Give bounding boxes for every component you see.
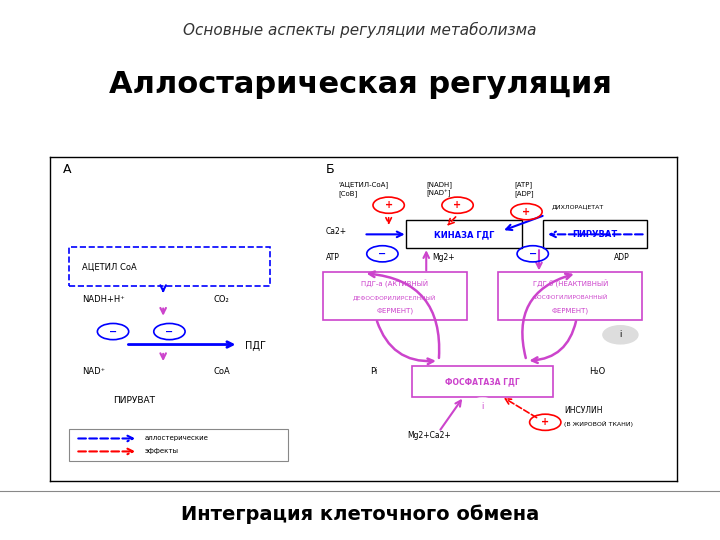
Text: [CoB]: [CoB] xyxy=(338,191,358,197)
Text: H₂O: H₂O xyxy=(589,367,606,376)
Text: −: − xyxy=(378,249,387,259)
Text: ATP: ATP xyxy=(326,253,340,262)
Text: ADP: ADP xyxy=(614,253,630,262)
Text: ПИРУВАТ: ПИРУВАТ xyxy=(113,396,155,405)
Text: +: + xyxy=(523,207,531,217)
Text: Аллостарическая регуляция: Аллостарическая регуляция xyxy=(109,70,611,99)
Text: −: − xyxy=(109,327,117,336)
Text: Основные аспекты регуляции метаболизма: Основные аспекты регуляции метаболизма xyxy=(184,22,536,38)
Text: Б: Б xyxy=(326,163,335,176)
Text: Pi: Pi xyxy=(370,367,377,376)
Text: ГДГ б (НЕАКТИВНЫЙ: ГДГ б (НЕАКТИВНЫЙ xyxy=(533,280,608,288)
Text: CoA: CoA xyxy=(213,367,230,376)
Text: i: i xyxy=(619,330,621,339)
Circle shape xyxy=(603,326,638,344)
Text: +: + xyxy=(454,200,462,210)
Text: Ca2+: Ca2+ xyxy=(326,227,347,235)
FancyBboxPatch shape xyxy=(544,220,647,248)
Text: ПИРУВАТ: ПИРУВАТ xyxy=(572,230,618,239)
Text: Mg2+Ca2+: Mg2+Ca2+ xyxy=(408,431,451,441)
Text: АЦЕТИЛ CoA: АЦЕТИЛ CoA xyxy=(82,262,137,271)
Text: −: − xyxy=(166,327,174,336)
Text: [ATP]: [ATP] xyxy=(514,181,532,187)
FancyBboxPatch shape xyxy=(405,220,522,248)
Text: ФЕРМЕНТ): ФЕРМЕНТ) xyxy=(552,307,589,314)
Text: [NAD⁺]: [NAD⁺] xyxy=(426,190,451,197)
Text: [NADH]: [NADH] xyxy=(426,181,452,187)
Text: аллостерические: аллостерические xyxy=(145,435,208,442)
Text: ДЕФОСФОРИЛИРСЕЛННЫЙ: ДЕФОСФОРИЛИРСЕЛННЫЙ xyxy=(354,294,436,300)
Text: ФОСФАТАЗА ГДГ: ФОСФАТАЗА ГДГ xyxy=(445,377,520,386)
Text: ФЕРМЕНТ): ФЕРМЕНТ) xyxy=(377,307,413,314)
Text: NADH+H⁺: NADH+H⁺ xyxy=(82,295,125,305)
Text: А: А xyxy=(63,163,71,176)
Text: ПДГ-а (АКТИВНЫЙ: ПДГ-а (АКТИВНЫЙ xyxy=(361,280,428,288)
Text: Mg2+: Mg2+ xyxy=(433,253,455,262)
FancyBboxPatch shape xyxy=(498,272,642,320)
Text: −: − xyxy=(528,249,537,259)
Text: ПДГ: ПДГ xyxy=(245,341,266,351)
Text: CO₂: CO₂ xyxy=(213,295,229,305)
Text: КИНАЗА ГДГ: КИНАЗА ГДГ xyxy=(433,230,494,239)
Text: +: + xyxy=(384,200,392,210)
Text: [ADP]: [ADP] xyxy=(514,191,534,197)
Text: 'АЦЕТИЛ-CoA]: 'АЦЕТИЛ-CoA] xyxy=(338,181,389,187)
Text: эффекты: эффекты xyxy=(145,448,179,455)
Text: ДИХЛОРАЦЕТАТ: ДИХЛОРАЦЕТАТ xyxy=(552,205,604,210)
FancyBboxPatch shape xyxy=(412,366,554,397)
Text: ФОСФОГИЛИРОВАННЫЙ: ФОСФОГИЛИРОВАННЫЙ xyxy=(533,295,608,300)
Text: ИНСУЛИН: ИНСУЛИН xyxy=(564,406,603,415)
FancyBboxPatch shape xyxy=(69,429,289,461)
FancyBboxPatch shape xyxy=(323,272,467,320)
Text: NAD⁺: NAD⁺ xyxy=(82,367,105,376)
Circle shape xyxy=(467,398,498,414)
Text: (В ЖИРОВОЙ ТКАНИ): (В ЖИРОВОЙ ТКАНИ) xyxy=(564,421,633,427)
Text: Интеграция клеточного обмена: Интеграция клеточного обмена xyxy=(181,504,539,524)
Text: i: i xyxy=(482,402,484,410)
Text: +: + xyxy=(541,417,549,427)
